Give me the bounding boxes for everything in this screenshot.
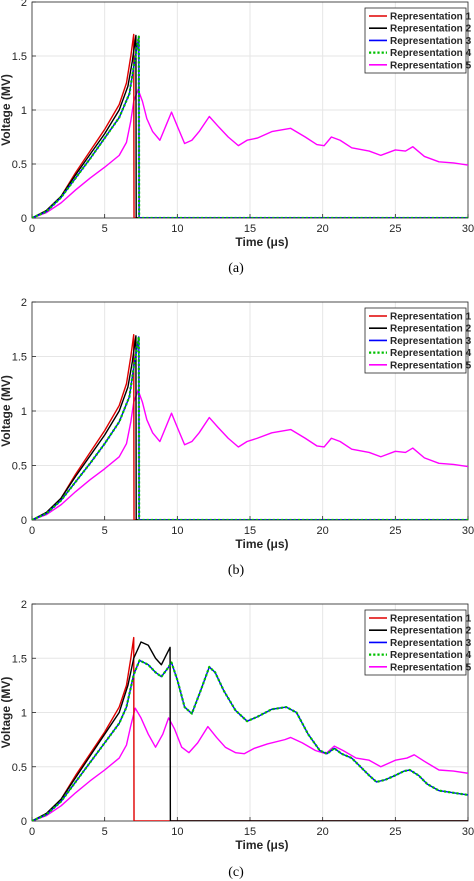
y-tick-label: 1 bbox=[21, 406, 27, 418]
legend-label: Representation 3 bbox=[390, 36, 472, 47]
series-line-4 bbox=[32, 659, 468, 821]
y-tick-label: 0.5 bbox=[12, 762, 27, 774]
legend-label: Representation 5 bbox=[390, 60, 472, 71]
legend-label: Representation 2 bbox=[390, 324, 472, 335]
y-tick-label: 2 bbox=[21, 0, 27, 9]
y-tick-label: 1 bbox=[21, 105, 27, 117]
chart-panel-2: 0 5 10 15 20 25 30 0 0.5 1 1.5 2 Time (μs) Voltage (M… bbox=[0, 297, 474, 578]
series-line-3 bbox=[32, 336, 468, 520]
y-tick-label: 0 bbox=[21, 515, 27, 527]
chart-panel-3: 0 5 10 15 20 25 30 0 0.5 1 1.5 2 Time (μs) Voltage (M… bbox=[0, 599, 474, 880]
y-tick-label: 0 bbox=[21, 213, 27, 225]
series-line-4 bbox=[32, 35, 468, 218]
x-tick-label: 5 bbox=[102, 223, 108, 235]
x-tick-label: 20 bbox=[317, 525, 329, 537]
x-tick-label: 5 bbox=[102, 826, 108, 838]
legend-label: Representation 1 bbox=[390, 614, 472, 625]
x-tick-label: 25 bbox=[389, 223, 401, 235]
x-tick-label: 5 bbox=[102, 525, 108, 537]
y-tick-label: 0 bbox=[21, 816, 27, 828]
x-tick-label: 20 bbox=[317, 826, 329, 838]
series-line-5 bbox=[32, 707, 468, 821]
y-tick-label: 1 bbox=[21, 708, 27, 720]
legend-label: Representation 2 bbox=[390, 626, 472, 637]
x-tick-label: 15 bbox=[244, 525, 256, 537]
legend-label: Representation 1 bbox=[390, 12, 472, 23]
x-tick-label: 10 bbox=[171, 223, 183, 235]
y-tick-label: 0.5 bbox=[12, 159, 27, 171]
x-tick-label: 15 bbox=[244, 223, 256, 235]
series-line-2 bbox=[32, 335, 468, 520]
figure-caption: (a) bbox=[228, 261, 244, 276]
y-tick-label: 1.5 bbox=[12, 352, 27, 364]
y-tick-label: 2 bbox=[21, 297, 27, 309]
series-line-5 bbox=[32, 88, 468, 218]
x-tick-label: 10 bbox=[171, 826, 183, 838]
x-tick-label: 30 bbox=[462, 525, 474, 537]
legend-label: Representation 3 bbox=[390, 336, 472, 347]
legend-label: Representation 5 bbox=[390, 360, 472, 371]
legend-label: Representation 5 bbox=[390, 662, 472, 673]
y-tick-label: 2 bbox=[21, 599, 27, 611]
x-tick-label: 0 bbox=[29, 223, 35, 235]
y-axis-label: Voltage (MV) bbox=[0, 375, 13, 447]
x-tick-label: 20 bbox=[317, 223, 329, 235]
y-tick-label: 0.5 bbox=[12, 461, 27, 473]
x-tick-label: 25 bbox=[389, 826, 401, 838]
x-tick-label: 15 bbox=[244, 826, 256, 838]
x-axis-label: Time (μs) bbox=[235, 537, 288, 551]
legend-label: Representation 4 bbox=[390, 348, 472, 359]
x-tick-label: 25 bbox=[389, 525, 401, 537]
x-axis-label: Time (μs) bbox=[235, 235, 288, 249]
y-tick-label: 1.5 bbox=[12, 51, 27, 63]
legend-label: Representation 4 bbox=[390, 48, 472, 59]
y-axis-label: Voltage (MV) bbox=[0, 74, 13, 146]
figure-caption: (c) bbox=[228, 865, 244, 880]
series-line-5 bbox=[32, 389, 468, 520]
figure-caption: (b) bbox=[228, 563, 245, 578]
legend-label: Representation 1 bbox=[390, 312, 472, 323]
y-tick-label: 1.5 bbox=[12, 653, 27, 665]
x-tick-label: 30 bbox=[462, 826, 474, 838]
x-tick-label: 0 bbox=[29, 826, 35, 838]
series-line-2 bbox=[32, 641, 468, 821]
legend-label: Representation 3 bbox=[390, 638, 472, 649]
legend-label: Representation 4 bbox=[390, 650, 472, 661]
chart-panel-1: 0 5 10 15 20 25 30 0 0.5 1 1.5 2 Time (μs) Voltage (M… bbox=[0, 0, 474, 276]
x-tick-label: 0 bbox=[29, 525, 35, 537]
x-tick-label: 30 bbox=[462, 223, 474, 235]
x-tick-label: 10 bbox=[171, 525, 183, 537]
x-axis-label: Time (μs) bbox=[235, 838, 288, 852]
legend-label: Representation 2 bbox=[390, 24, 472, 35]
y-axis-label: Voltage (MV) bbox=[0, 677, 13, 749]
series-line-2 bbox=[32, 34, 468, 218]
